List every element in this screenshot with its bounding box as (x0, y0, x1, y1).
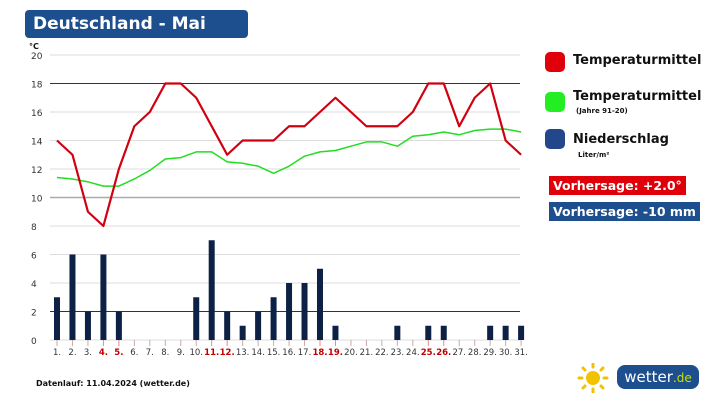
precip-bar (316, 268, 323, 340)
x-tick-label: 12. (220, 348, 235, 358)
wetter-logo: wetter.de (577, 363, 699, 393)
precip-bar (518, 325, 525, 340)
precip-bar (394, 325, 401, 340)
x-tick-label: 13. (236, 348, 250, 358)
precip-bar (69, 254, 76, 340)
x-tick-label: 7. (146, 348, 154, 358)
legend-precip-sub: Liter/m² (578, 151, 610, 159)
temp-line (56, 82, 522, 228)
precip-bar (255, 311, 262, 340)
x-tick-label: 6. (130, 348, 138, 358)
x-tick-label: 3. (84, 348, 92, 358)
precip-bar (286, 283, 293, 340)
x-tick-label: 22. (375, 348, 389, 358)
x-tick-label: 29. (483, 348, 497, 358)
x-tick-label: 28. (468, 348, 482, 358)
x-tick-label: 18. (312, 348, 327, 358)
y-tick-label: 0 (31, 337, 37, 347)
y-tick-label: 8 (31, 223, 37, 233)
y-tick-label: 4 (31, 280, 37, 290)
x-tick-label: 21. (360, 348, 374, 358)
precip-bar (502, 325, 509, 340)
y-tick-label: 14 (31, 138, 43, 148)
x-tick-label: 4. (99, 348, 108, 358)
x-tick-label: 17. (298, 348, 312, 358)
page-title: Deutschland - Mai (25, 10, 248, 38)
precip-bar (208, 240, 215, 340)
x-tick-label: 10. (189, 348, 203, 358)
precip-bar (440, 325, 447, 340)
x-tick-label: 2. (68, 348, 76, 358)
x-tick-label: 9. (177, 348, 185, 358)
precip-bar (193, 297, 200, 340)
x-tick-label: 14. (251, 348, 265, 358)
precip-bar (54, 297, 60, 340)
normal-temp-line (56, 128, 522, 187)
y-tick-label: 16 (31, 109, 43, 119)
precip-bar (239, 325, 246, 340)
wetter-logo-text[interactable]: wetter.de (617, 365, 699, 389)
x-tick-label: 20. (344, 348, 358, 358)
x-tick-label: 8. (161, 348, 169, 358)
precip-bar (270, 297, 277, 340)
y-unit-label: °C (29, 42, 39, 51)
precip-bar (301, 283, 308, 340)
forecast-precip-badge: Vorhersage: -10 mm (549, 202, 700, 221)
legend-swatch-normal (545, 92, 565, 112)
x-tick-label: 15. (267, 348, 281, 358)
precip-bar (332, 325, 339, 340)
legend-temp: Temperaturmittel (573, 53, 702, 68)
y-tick-label: 6 (31, 252, 37, 262)
legend-swatch-temp (545, 52, 565, 72)
x-tick-label: 30. (499, 348, 513, 358)
x-tick-label: 11. (204, 348, 219, 358)
x-tick-label: 26. (436, 348, 451, 358)
precip-bar (425, 325, 432, 340)
x-tick-label: 25. (421, 348, 436, 358)
y-tick-label: 10 (31, 195, 43, 205)
x-tick-label: 5. (114, 348, 123, 358)
x-tick-label: 19. (328, 348, 343, 358)
precip-bar (115, 311, 122, 340)
x-tick-label: 31. (514, 348, 528, 358)
y-tick-label: 18 (31, 81, 43, 91)
x-tick-label: 16. (282, 348, 296, 358)
legend-normal-sub: (Jahre 91-20) (576, 107, 628, 115)
precip-bar (100, 254, 107, 340)
legend-normal: Temperaturmittel (573, 89, 702, 104)
precip-bar (487, 325, 494, 340)
x-tick-label: 27. (452, 348, 466, 358)
y-tick-label: 20 (31, 52, 43, 62)
footer-data-run: Datenlauf: 11.04.2024 (wetter.de) (36, 379, 190, 388)
precip-bar (84, 311, 91, 340)
forecast-temp-badge: Vorhersage: +2.0° (549, 176, 686, 195)
sun-icon (577, 363, 609, 393)
legend-precip: Niederschlag (573, 132, 669, 147)
y-tick-label: 12 (31, 166, 42, 176)
legend-swatch-precip (545, 129, 565, 149)
y-tick-label: 2 (31, 309, 37, 319)
x-tick-label: 23. (391, 348, 405, 358)
x-tick-label: 1. (53, 348, 61, 358)
precip-bar (224, 311, 231, 340)
x-tick-label: 24. (406, 348, 420, 358)
